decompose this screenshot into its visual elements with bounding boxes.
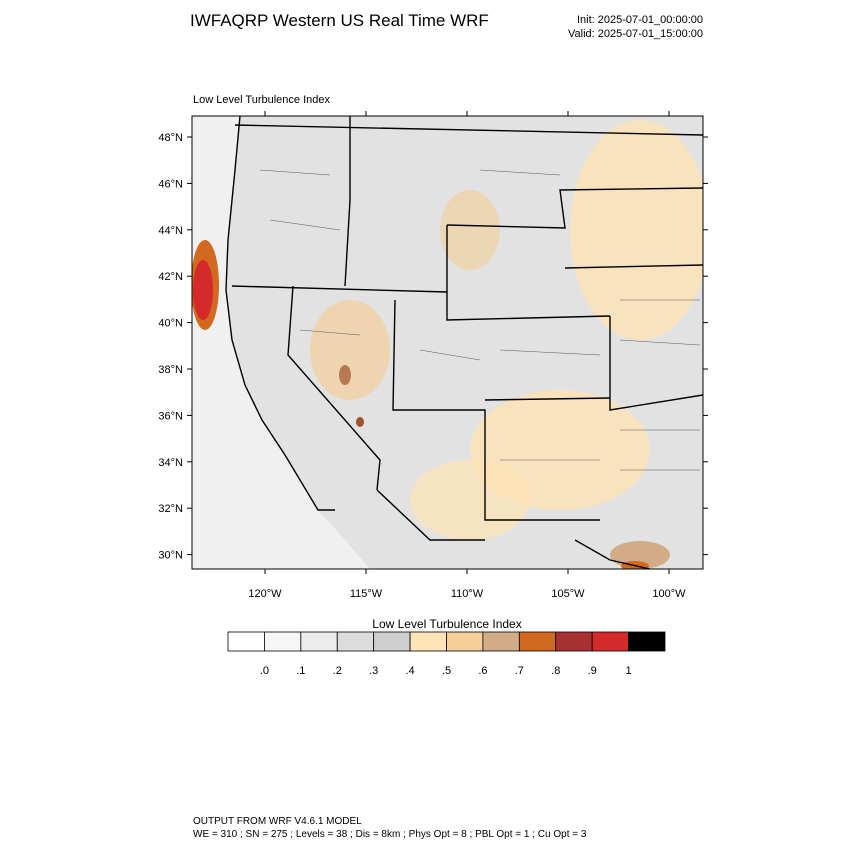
lat-label: 44°N <box>158 225 183 237</box>
lon-label: 105°W <box>551 588 585 600</box>
colorbar-box <box>373 631 411 652</box>
lat-label: 46°N <box>158 178 183 190</box>
colorbar-box <box>409 631 447 652</box>
colorbar-box <box>227 631 265 652</box>
footer-line: WE = 310 ; SN = 275 ; Levels = 38 ; Dis … <box>193 829 587 840</box>
colorbar-box <box>482 631 520 652</box>
colorbar-box <box>518 631 557 652</box>
colorbar-label: .7 <box>515 665 524 677</box>
map-title: Low Level Turbulence Index <box>193 94 330 106</box>
colorbar-label: .4 <box>405 665 414 677</box>
lat-label: 42°N <box>158 271 183 283</box>
shade <box>193 260 213 320</box>
colorbar-label: .5 <box>442 665 451 677</box>
colorbar-label: 1 <box>626 665 632 677</box>
shade <box>339 365 351 385</box>
map: 48°N 46°N 44°N 42°N 40°N 38°N 36°N 34°N 32°N 30°N… <box>158 111 708 600</box>
colorbar-box <box>628 631 666 652</box>
lat-label: 48°N <box>158 132 183 144</box>
colorbar-label: .9 <box>588 665 597 677</box>
map-frame <box>191 115 704 570</box>
lon-label: 110°W <box>451 588 484 600</box>
colorbar-label: .1 <box>296 665 305 677</box>
colorbar-title: Low Level Turbulence Index <box>372 617 521 631</box>
county-lines <box>259 169 701 471</box>
colorbar-label: .2 <box>333 665 342 677</box>
colorbar-box <box>555 631 593 652</box>
colorbar: .0 .1 .2 .3 .4 .5 .6 .7 .8 .9 1 <box>227 631 666 677</box>
borders <box>225 116 703 569</box>
colorbar-box <box>336 631 375 652</box>
valid-time: Valid: 2025-07-01_15:00:00 <box>568 28 703 40</box>
map-ticks: 48°N 46°N 44°N 42°N 40°N 38°N 36°N 34°N 32°N 30°N… <box>158 111 708 600</box>
colorbar-label: .0 <box>260 665 269 677</box>
colorbar-box <box>591 631 629 652</box>
colorbar-label: .8 <box>551 665 560 677</box>
lat-label: 38°N <box>158 364 183 376</box>
shade <box>310 300 390 400</box>
lon-label: 100°W <box>652 588 686 600</box>
ocean <box>192 116 370 569</box>
lat-label: 34°N <box>158 457 183 469</box>
shade <box>440 190 500 270</box>
colorbar-label: .3 <box>369 665 378 677</box>
shade <box>570 120 703 340</box>
lat-label: 36°N <box>158 410 183 422</box>
colorbar-box <box>300 631 338 652</box>
lat-label: 32°N <box>158 503 183 515</box>
shade <box>356 417 364 427</box>
lat-label: 40°N <box>158 318 183 330</box>
colorbar-box <box>446 631 484 652</box>
init-time: Init: 2025-07-01_00:00:00 <box>577 14 703 26</box>
footer-line: OUTPUT FROM WRF V4.6.1 MODEL <box>193 816 362 827</box>
figure-title: IWFAQRP Western US Real Time WRF <box>190 11 489 30</box>
lat-label: 30°N <box>158 550 183 562</box>
lon-label: 115°W <box>350 588 383 600</box>
shade <box>610 541 670 569</box>
colorbar-label: .6 <box>478 665 487 677</box>
lon-label: 120°W <box>248 588 282 600</box>
colorbar-box <box>264 631 302 652</box>
shade <box>410 460 530 540</box>
